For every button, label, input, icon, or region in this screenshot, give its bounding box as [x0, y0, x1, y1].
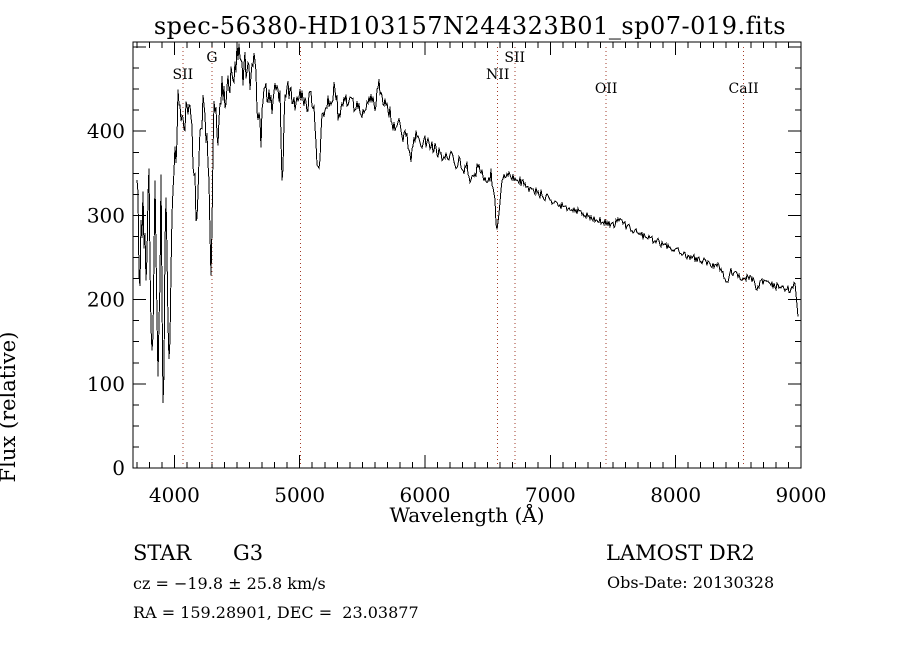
spectral-line-label: G: [206, 50, 217, 66]
y-tick-label: 0: [112, 456, 125, 480]
spectrum-trace: [136, 43, 799, 403]
y-tick-label: 300: [87, 203, 125, 227]
object-subclass-label: G3: [233, 541, 264, 565]
object-class-label: STAR: [133, 541, 192, 565]
spectral-line-label: CaII: [729, 81, 759, 97]
y-tick-label: 400: [87, 119, 125, 143]
spectral-line-label: NII: [486, 67, 509, 83]
y-tick-label: 100: [87, 372, 125, 396]
spectral-line-label: SII: [173, 67, 194, 83]
plot-frame: [132, 41, 802, 469]
y-axis-label: Flux (relative): [0, 331, 20, 483]
survey-release-label: LAMOST DR2: [606, 541, 755, 565]
x-tick-label: 4000: [149, 483, 200, 507]
obs-date-text: Obs-Date: 20130328: [607, 573, 775, 592]
x-tick-label: 9000: [776, 483, 827, 507]
redshift-velocity-text: cz = −19.8 ± 25.8 km/s: [133, 574, 326, 593]
x-tick-label: 5000: [274, 483, 325, 507]
x-tick-label: 6000: [400, 483, 451, 507]
x-tick-label: 7000: [525, 483, 576, 507]
x-axis-label: Wavelength (Å): [389, 503, 545, 527]
y-tick-label: 200: [87, 288, 125, 312]
spectral-line-label: OII: [595, 81, 618, 97]
x-tick-label: 8000: [650, 483, 701, 507]
spectral-line-label: SII: [504, 50, 525, 66]
plot-title: spec-56380-HD103157N244323B01_sp07-019.f…: [153, 12, 787, 40]
ra-dec-text: RA = 159.28901, DEC = 23.03877: [133, 603, 419, 622]
